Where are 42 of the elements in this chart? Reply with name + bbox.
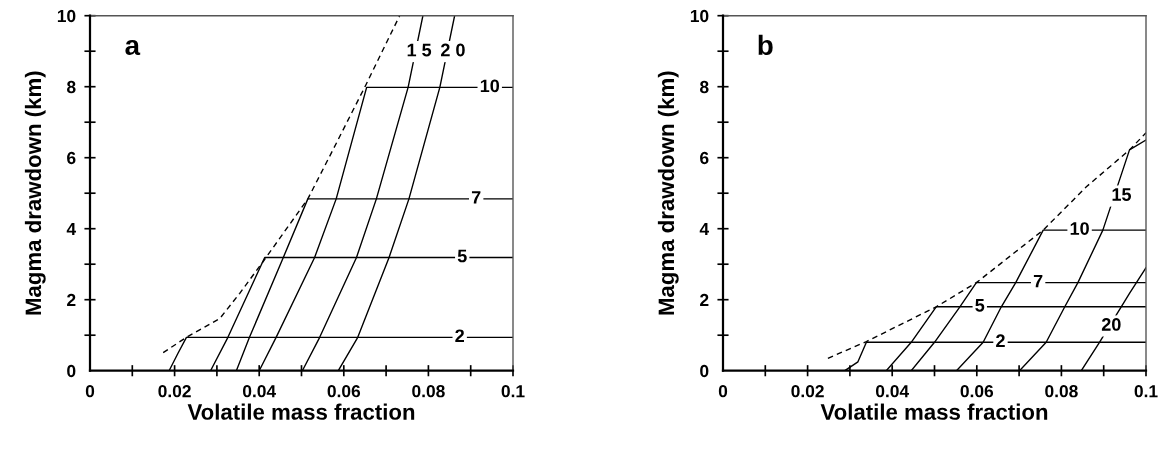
annotation: 5 (457, 249, 467, 263)
x-axis-title: Volatile mass fraction (820, 403, 1048, 420)
x-tick-label: 0.02 (158, 385, 191, 398)
annotation: 20 (1101, 318, 1121, 331)
y-tick-label: 6 (67, 151, 76, 165)
annotation: b (758, 34, 773, 56)
y-tick-label: 4 (66, 223, 77, 235)
y-axis-title: Magma drawdown (km) (657, 71, 679, 315)
y-tick-label: 2 (700, 293, 709, 306)
y-tick-label: 10 (57, 9, 76, 23)
annotation: a (125, 39, 141, 56)
x-tick-label: 0.1 (501, 385, 525, 398)
annotation: 2 (455, 329, 464, 342)
x-tick-label: 0.08 (1045, 385, 1078, 398)
annotation: 10 (1070, 222, 1089, 235)
annotation: 10 (480, 79, 500, 93)
annotation: 2 0 (441, 43, 465, 57)
x-tick-label: 0.08 (412, 385, 445, 398)
annotation: 7 (1033, 274, 1043, 288)
annotation: 2 (996, 334, 1005, 347)
x-tick-label: 0.1 (1134, 385, 1158, 398)
x-axis-title: Volatile mass fraction (187, 403, 415, 420)
x-tick-label: 0.06 (960, 385, 994, 398)
annotation: 7 (471, 191, 481, 204)
y-tick-label: 8 (700, 80, 709, 94)
x-tick-label: 0.04 (875, 385, 909, 398)
y-tick-label: 4 (699, 223, 710, 235)
annotation: 15 (1112, 188, 1132, 201)
y-axis-title: Magma drawdown (km) (24, 71, 46, 315)
annotation: 5 (975, 299, 985, 312)
y-tick-label: 8 (67, 80, 76, 94)
x-tick-label: 0.06 (327, 385, 361, 398)
x-tick-label: 0.02 (791, 385, 824, 398)
y-tick-label: 6 (700, 151, 709, 165)
y-tick-label: 10 (690, 9, 709, 23)
x-tick-label: 0 (718, 385, 728, 398)
x-tick-label: 0.04 (242, 385, 276, 398)
y-tick-label: 0 (67, 364, 76, 378)
x-tick-label: 0 (85, 385, 95, 398)
y-tick-label: 0 (700, 364, 709, 378)
y-tick-label: 2 (67, 293, 76, 306)
annotation: 1 5 (407, 43, 432, 57)
